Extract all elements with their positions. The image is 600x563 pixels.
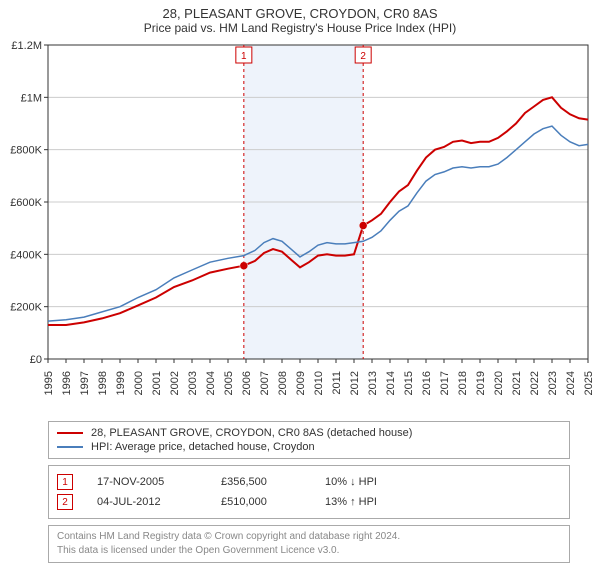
- x-tick-label: 2017: [439, 371, 451, 395]
- table-row: 1 17-NOV-2005 £356,500 10% ↓ HPI: [57, 472, 561, 492]
- x-tick-label: 2006: [241, 371, 253, 395]
- x-tick-label: 2009: [295, 371, 307, 395]
- attribution-line1: Contains HM Land Registry data © Crown c…: [57, 530, 561, 544]
- legend-label: 28, PLEASANT GROVE, CROYDON, CR0 8AS (de…: [91, 427, 412, 439]
- x-tick-label: 1999: [115, 371, 127, 395]
- x-tick-label: 2008: [277, 371, 289, 395]
- x-tick-label: 2024: [565, 371, 577, 395]
- chart-container: 28, PLEASANT GROVE, CROYDON, CR0 8AS Pri…: [0, 0, 600, 563]
- legend: 28, PLEASANT GROVE, CROYDON, CR0 8AS (de…: [48, 421, 570, 459]
- x-tick-label: 2003: [187, 371, 199, 395]
- legend-swatch: [57, 446, 83, 448]
- attribution-line2: This data is licensed under the Open Gov…: [57, 544, 561, 558]
- y-tick-label: £1.2M: [11, 40, 42, 52]
- legend-item: HPI: Average price, detached house, Croy…: [57, 440, 561, 454]
- row-price: £510,000: [221, 496, 301, 508]
- x-tick-label: 2019: [475, 371, 487, 395]
- row-date: 04-JUL-2012: [97, 496, 197, 508]
- sales-table: 1 17-NOV-2005 £356,500 10% ↓ HPI 2 04-JUL-201…: [48, 465, 570, 519]
- x-tick-label: 2015: [403, 371, 415, 395]
- marker-badge-label: 2: [360, 51, 366, 62]
- y-tick-label: £1M: [21, 92, 42, 104]
- x-tick-label: 2010: [313, 371, 325, 395]
- row-hpi: 10% ↓ HPI: [325, 476, 415, 488]
- row-date: 17-NOV-2005: [97, 476, 197, 488]
- x-tick-label: 2020: [493, 371, 505, 395]
- table-row: 2 04-JUL-2012 £510,000 13% ↑ HPI: [57, 492, 561, 512]
- x-tick-label: 1998: [97, 371, 109, 395]
- y-tick-label: £0: [30, 354, 42, 366]
- x-tick-label: 2001: [151, 371, 163, 395]
- legend-label: HPI: Average price, detached house, Croy…: [91, 441, 315, 453]
- x-tick-label: 2005: [223, 371, 235, 395]
- x-tick-label: 2002: [169, 371, 181, 395]
- sale-point: [240, 262, 248, 270]
- legend-item: 28, PLEASANT GROVE, CROYDON, CR0 8AS (de…: [57, 426, 561, 440]
- x-tick-label: 2021: [511, 371, 523, 395]
- x-tick-label: 2016: [421, 371, 433, 395]
- attribution: Contains HM Land Registry data © Crown c…: [48, 525, 570, 563]
- x-tick-label: 2023: [547, 371, 559, 395]
- y-tick-label: £400K: [10, 249, 42, 261]
- chart-svg: £0 £200K £400K £600K £800K £1M £1.2M 1995 1996 19…: [0, 35, 600, 415]
- x-tick-label: 1995: [43, 371, 55, 395]
- x-tick-label: 2012: [349, 371, 361, 395]
- x-tick-label: 2022: [529, 371, 541, 395]
- y-tick-label: £800K: [10, 145, 42, 157]
- row-hpi: 13% ↑ HPI: [325, 496, 415, 508]
- x-tick-label: 2004: [205, 371, 217, 395]
- x-tick-label: 2011: [331, 371, 343, 395]
- legend-swatch: [57, 432, 83, 434]
- row-marker: 2: [57, 494, 73, 510]
- x-tick-label: 2007: [259, 371, 271, 395]
- sale-point: [359, 222, 367, 230]
- x-tick-label: 2000: [133, 371, 145, 395]
- titles: 28, PLEASANT GROVE, CROYDON, CR0 8AS Pri…: [0, 0, 600, 35]
- x-tick-label: 1997: [79, 371, 91, 395]
- chart: £0 £200K £400K £600K £800K £1M £1.2M 1995 1996 19…: [0, 35, 600, 415]
- x-tick-label: 2025: [583, 371, 595, 395]
- row-price: £356,500: [221, 476, 301, 488]
- x-tick-label: 1996: [61, 371, 73, 395]
- marker-badge-label: 1: [241, 51, 247, 62]
- x-tick-label: 2018: [457, 371, 469, 395]
- row-marker: 1: [57, 474, 73, 490]
- x-tick-label: 2013: [367, 371, 379, 395]
- y-tick-label: £600K: [10, 197, 42, 209]
- x-tick-label: 2014: [385, 371, 397, 395]
- y-tick-label: £200K: [10, 302, 42, 314]
- title-sub: Price paid vs. HM Land Registry's House …: [0, 21, 600, 35]
- title-main: 28, PLEASANT GROVE, CROYDON, CR0 8AS: [0, 6, 600, 21]
